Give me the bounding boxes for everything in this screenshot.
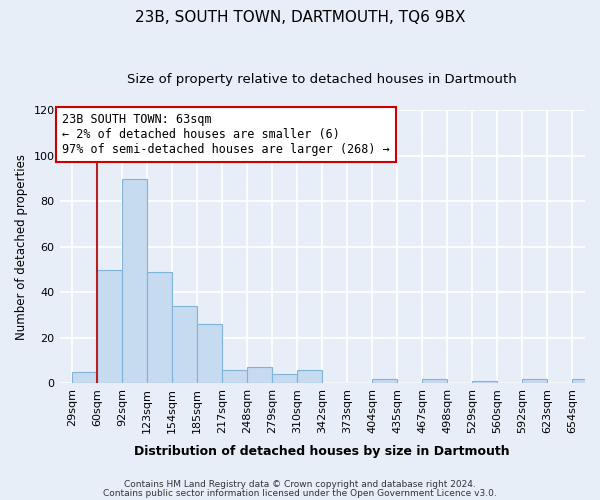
Bar xyxy=(72,372,97,384)
Bar xyxy=(147,272,172,384)
Bar xyxy=(472,381,497,384)
Bar xyxy=(122,178,147,384)
Text: Contains public sector information licensed under the Open Government Licence v3: Contains public sector information licen… xyxy=(103,488,497,498)
X-axis label: Distribution of detached houses by size in Dartmouth: Distribution of detached houses by size … xyxy=(134,444,510,458)
Bar xyxy=(297,370,322,384)
Bar xyxy=(373,379,397,384)
Y-axis label: Number of detached properties: Number of detached properties xyxy=(15,154,28,340)
Bar xyxy=(572,379,598,384)
Bar xyxy=(97,270,122,384)
Text: 23B SOUTH TOWN: 63sqm
← 2% of detached houses are smaller (6)
97% of semi-detach: 23B SOUTH TOWN: 63sqm ← 2% of detached h… xyxy=(62,113,390,156)
Bar xyxy=(523,379,547,384)
Bar xyxy=(172,306,197,384)
Bar xyxy=(422,379,448,384)
Title: Size of property relative to detached houses in Dartmouth: Size of property relative to detached ho… xyxy=(127,72,517,86)
Bar xyxy=(222,370,247,384)
Bar xyxy=(197,324,222,384)
Bar xyxy=(247,368,272,384)
Bar xyxy=(272,374,297,384)
Text: 23B, SOUTH TOWN, DARTMOUTH, TQ6 9BX: 23B, SOUTH TOWN, DARTMOUTH, TQ6 9BX xyxy=(135,10,465,25)
Text: Contains HM Land Registry data © Crown copyright and database right 2024.: Contains HM Land Registry data © Crown c… xyxy=(124,480,476,489)
